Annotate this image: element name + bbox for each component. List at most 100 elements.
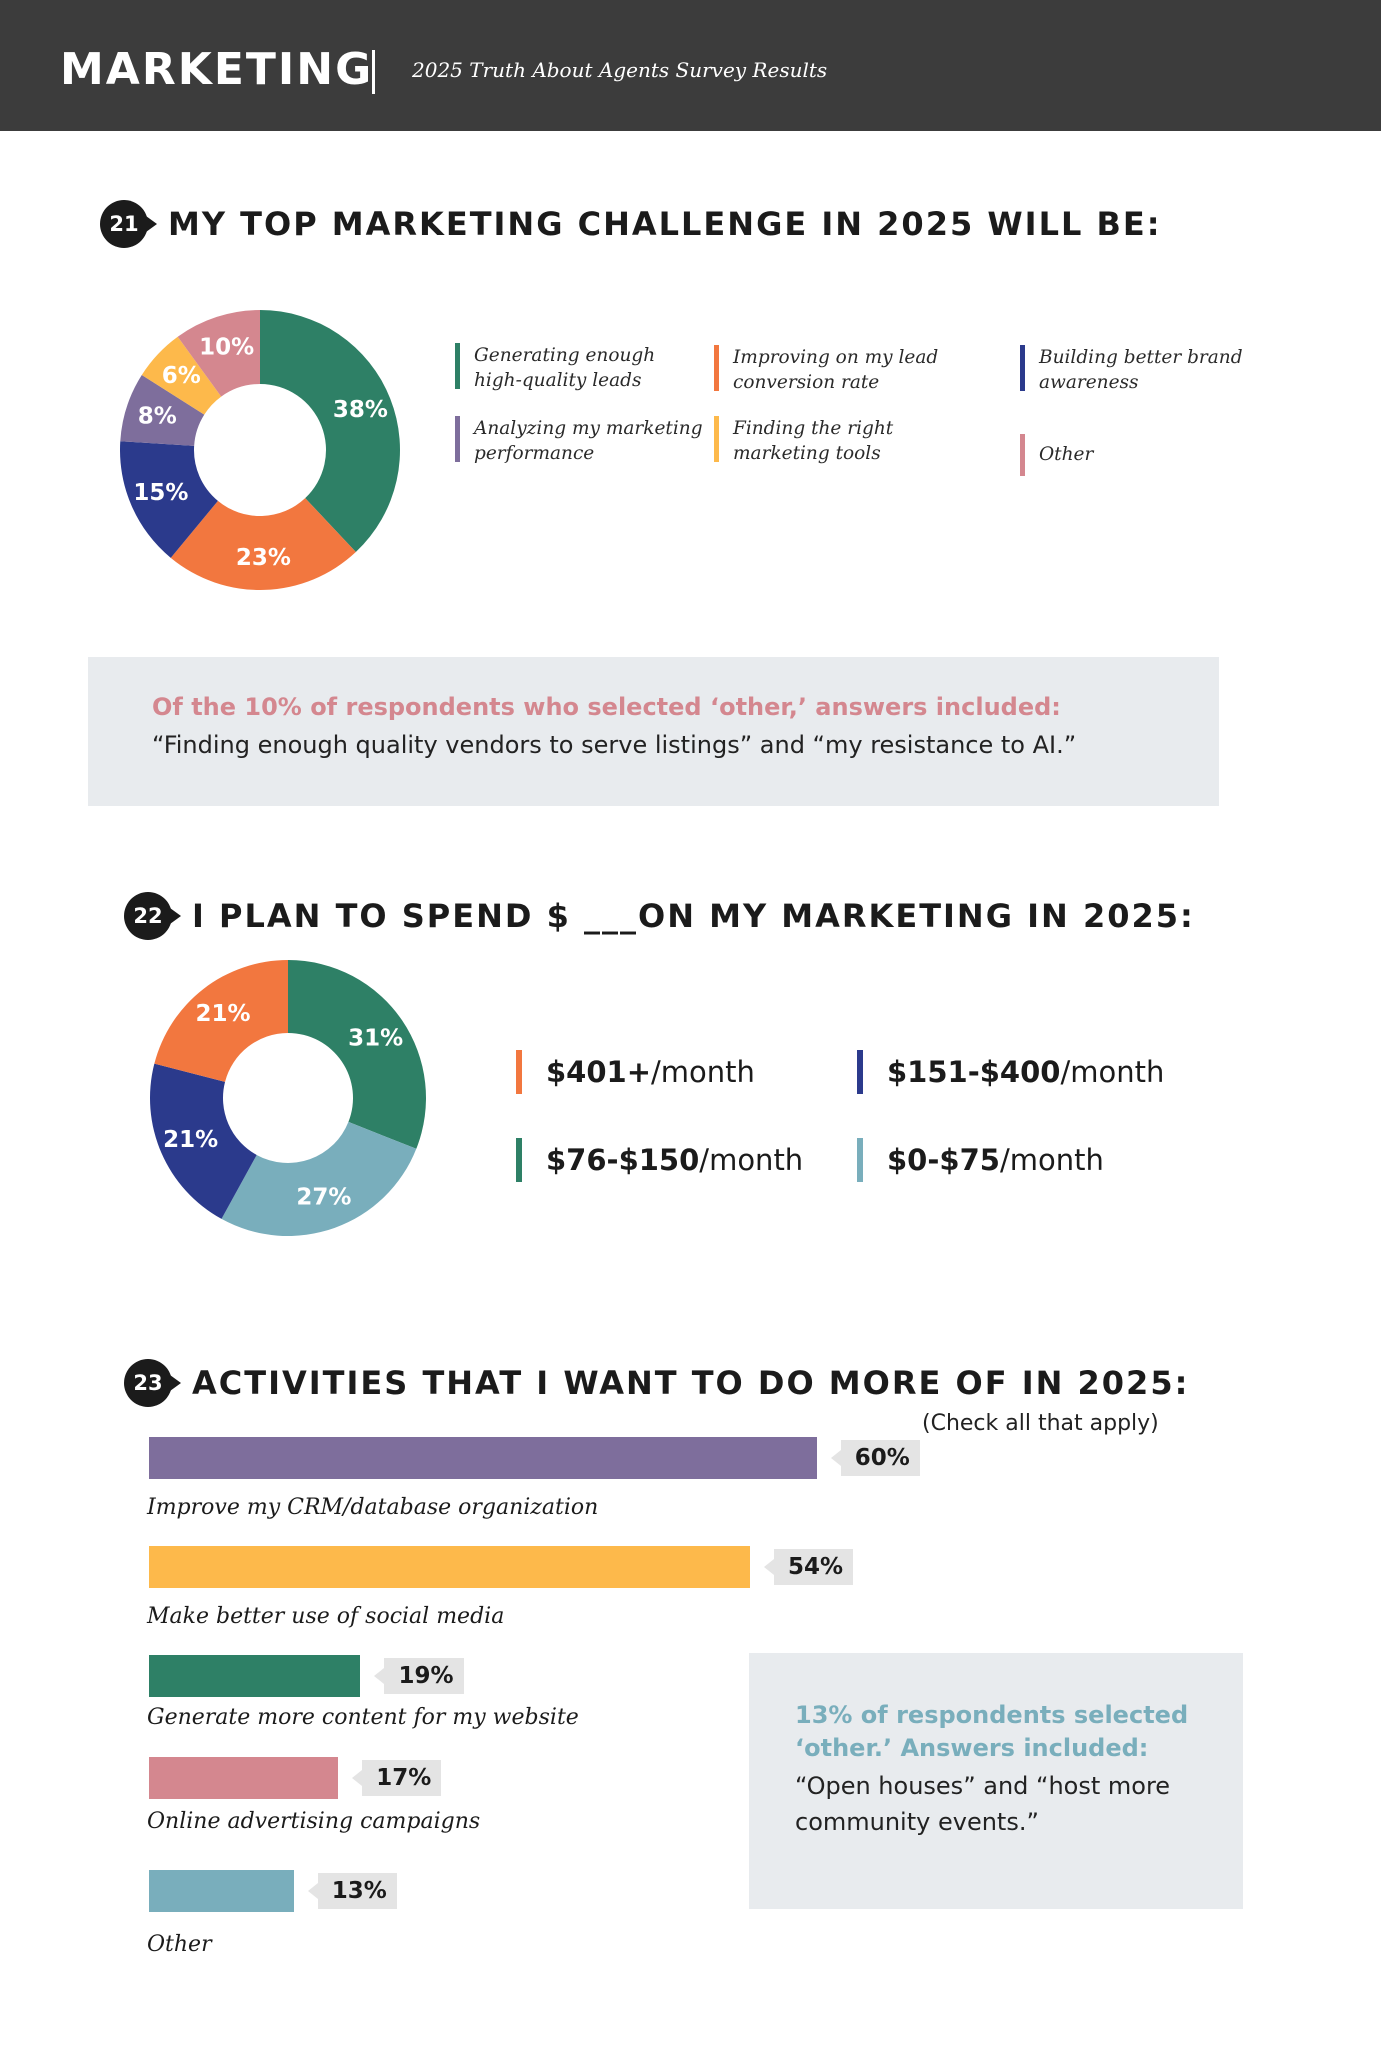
spend-amount: $76-$150 bbox=[546, 1143, 700, 1177]
check-all-note: (Check all that apply) bbox=[922, 1411, 1159, 1436]
spend-legend-item: $151-$400/month bbox=[857, 1050, 1164, 1094]
bar-generate-more-content-for-my-website bbox=[149, 1655, 361, 1697]
legend-label: Building better brand awareness bbox=[1039, 345, 1243, 395]
spend-unit: /month bbox=[651, 1055, 755, 1089]
donut-slice-0-75-month bbox=[221, 1121, 417, 1236]
note-heading: Of the 10% of respondents who selected ‘… bbox=[152, 693, 1061, 721]
legend-line: Building better brand bbox=[1039, 347, 1243, 368]
legend-label: Analyzing my marketing performance bbox=[474, 416, 703, 466]
slice-label: 31% bbox=[348, 1025, 403, 1051]
spend-unit: /month bbox=[699, 1143, 804, 1177]
legend-line: performance bbox=[474, 443, 595, 464]
bar-value-label: 13% bbox=[307, 1873, 397, 1909]
legend-color-bar bbox=[857, 1050, 863, 1094]
legend-line: Analyzing my marketing bbox=[474, 418, 703, 439]
slice-label: 15% bbox=[133, 480, 188, 506]
donut-slice-401-month bbox=[154, 960, 288, 1082]
note-heading: 13% of respondents selected ‘other.’ Ans… bbox=[795, 1701, 1189, 1762]
challenge-donut-chart: 38% 23% 15% 8% 6% 10% bbox=[120, 310, 400, 590]
legend-line: awareness bbox=[1039, 372, 1139, 393]
bar-category-label: Make better use of social media bbox=[147, 1604, 505, 1629]
slice-label: 27% bbox=[296, 1185, 351, 1211]
donut-slice-finding-the-right-marketing-tools bbox=[141, 336, 222, 415]
legend-label: $76-$150/month bbox=[546, 1143, 803, 1177]
other-note-box: Of the 10% of respondents who selected ‘… bbox=[88, 657, 1219, 806]
legend-color-bar bbox=[455, 416, 460, 462]
question-number-badge: 22 bbox=[124, 892, 181, 940]
legend-color-bar bbox=[516, 1138, 522, 1182]
spend-legend-item: $401+/month bbox=[516, 1050, 755, 1094]
bar-improve-my-crm-database-organization bbox=[149, 1437, 817, 1479]
legend-line: conversion rate bbox=[733, 372, 880, 393]
bar-make-better-use-of-social-media bbox=[149, 1546, 751, 1588]
spend-donut-chart: 31% 27% 21% 21% bbox=[150, 960, 426, 1236]
legend-label: $0-$75/month bbox=[887, 1143, 1104, 1177]
question-title: ACTIVITIES THAT I WANT TO DO MORE OF IN … bbox=[192, 1364, 1190, 1402]
slice-label: 8% bbox=[138, 404, 177, 430]
legend-item-improving-on-my-lead-conversion-rate: Improving on my lead conversion rate bbox=[714, 345, 938, 395]
donut-slice-other bbox=[177, 310, 260, 397]
note-body: “Finding enough quality vendors to serve… bbox=[152, 731, 1077, 759]
legend-item-other: Other bbox=[1020, 434, 1093, 476]
spend-amount: $0-$75 bbox=[887, 1143, 1000, 1177]
bar-other bbox=[149, 1870, 294, 1912]
slice-label: 6% bbox=[162, 363, 201, 389]
page-header: MARKETING 2025 Truth About Agents Survey… bbox=[0, 0, 1381, 131]
question-23-heading: 23 ACTIVITIES THAT I WANT TO DO MORE OF … bbox=[124, 1359, 1189, 1407]
donut-slice-analyzing-my-marketing-performance bbox=[120, 374, 205, 446]
slice-label: 21% bbox=[163, 1127, 218, 1153]
bar-value-label: 54% bbox=[764, 1549, 854, 1585]
question-21-heading: 21 MY TOP MARKETING CHALLENGE IN 2025 WI… bbox=[100, 200, 1162, 248]
header-divider bbox=[372, 50, 375, 94]
bar-category-label: Online advertising campaigns bbox=[147, 1809, 481, 1834]
spend-legend-item: $76-$150/month bbox=[516, 1138, 803, 1182]
bar-category-label: Other bbox=[147, 1932, 212, 1957]
bar-value-label: 60% bbox=[830, 1440, 920, 1476]
bar-online-advertising-campaigns bbox=[149, 1757, 339, 1799]
legend-color-bar bbox=[1020, 434, 1025, 476]
legend-color-bar bbox=[1020, 345, 1025, 391]
note-body: “Open houses” and “host more community e… bbox=[795, 1772, 1171, 1836]
spend-unit: /month bbox=[1060, 1055, 1165, 1089]
donut-slice-generating-enough-high-quality-leads bbox=[260, 310, 400, 553]
spend-amount: $151-$400 bbox=[887, 1055, 1061, 1089]
donut-slice-improving-on-my-lead-conversion-rate bbox=[170, 498, 356, 590]
legend-label: Finding the right marketing tools bbox=[733, 416, 893, 466]
legend-line: Finding the right bbox=[733, 418, 894, 439]
legend-label: Other bbox=[1039, 434, 1093, 476]
legend-item-analyzing-my-marketing-performance: Analyzing my marketing performance bbox=[455, 416, 703, 466]
spend-unit: /month bbox=[999, 1143, 1104, 1177]
spend-legend-item: $0-$75/month bbox=[857, 1138, 1104, 1182]
legend-item-generating-enough-high-quality-leads: Generating enough high-quality leads bbox=[455, 343, 655, 393]
legend-label: $151-$400/month bbox=[887, 1055, 1164, 1089]
legend-color-bar bbox=[455, 343, 460, 389]
donut-slice-76-150-month bbox=[288, 960, 426, 1149]
bar-category-label: Generate more content for my website bbox=[147, 1705, 579, 1730]
bar-value-label: 19% bbox=[374, 1658, 464, 1694]
question-title: I PLAN TO SPEND $ ___ON MY MARKETING IN … bbox=[192, 897, 1195, 935]
legend-item-finding-the-right-marketing-tools: Finding the right marketing tools bbox=[714, 416, 893, 466]
legend-label: $401+/month bbox=[546, 1055, 755, 1089]
slice-label: 10% bbox=[199, 334, 254, 360]
slice-label: 23% bbox=[236, 545, 291, 571]
legend-line: Other bbox=[1039, 444, 1094, 465]
spend-amount: $401+ bbox=[546, 1055, 652, 1089]
legend-color-bar bbox=[516, 1050, 522, 1094]
donut-slice-151-400-month bbox=[150, 1063, 257, 1219]
activities-other-note-box: 13% of respondents selected ‘other.’ Ans… bbox=[749, 1653, 1243, 1909]
question-number-badge: 23 bbox=[124, 1359, 181, 1407]
bar-value-label: 17% bbox=[352, 1760, 442, 1796]
header-subtitle: 2025 Truth About Agents Survey Results bbox=[412, 58, 828, 82]
question-22-heading: 22 I PLAN TO SPEND $ ___ON MY MARKETING … bbox=[124, 892, 1195, 940]
legend-line: Generating enough bbox=[474, 345, 656, 366]
legend-line: Improving on my lead bbox=[733, 347, 939, 368]
section-title: MARKETING bbox=[60, 44, 374, 95]
question-number-badge: 21 bbox=[100, 200, 157, 248]
legend-line: marketing tools bbox=[733, 443, 881, 464]
legend-item-building-better-brand-awareness: Building better brand awareness bbox=[1020, 345, 1243, 395]
legend-color-bar bbox=[714, 416, 719, 462]
donut-slice-building-better-brand-awareness bbox=[120, 441, 218, 558]
legend-line: high-quality leads bbox=[474, 370, 642, 391]
slice-label: 21% bbox=[196, 1001, 251, 1027]
slice-label: 38% bbox=[333, 397, 388, 423]
